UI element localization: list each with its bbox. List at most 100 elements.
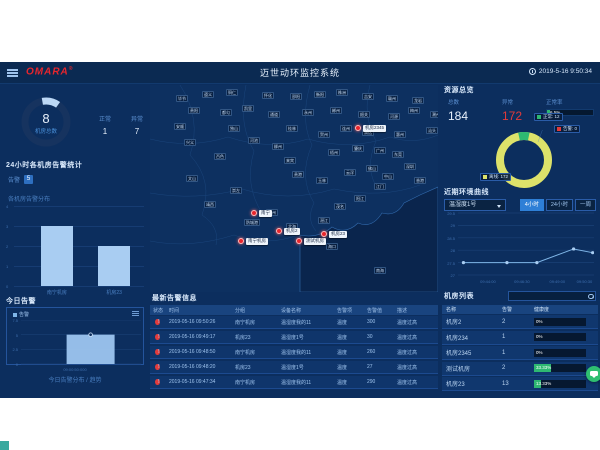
map-marker[interactable]: 测试机房 [296,238,326,245]
map-boundaries [150,85,438,292]
alarm-badge-label: 告警 [8,178,21,184]
bar-series [40,226,73,286]
map-marker[interactable]: 机房2345 [355,125,387,132]
alarm-status-cell: ! [150,318,166,326]
panel-today-title: 今日告警 [6,298,36,305]
room-donut-center: 8 机房总数 [20,96,72,148]
health-bar: 0% [534,333,586,341]
room-list-row[interactable]: 机房2345 1 0% [442,346,598,360]
room-total-value: 8 [42,111,50,126]
map-city-label: 郴州 [330,107,342,114]
room-search-box[interactable] [508,291,596,301]
map-city-label: 中山 [382,173,394,180]
map-marker[interactable]: 南宁机房 [238,238,268,245]
range-button-week[interactable]: 一周 [574,199,596,211]
map-city-label: 兴义 [184,139,196,146]
panel-room-overview: 8 机房总数 正常 1 异常 7 [4,88,146,160]
room-list-row[interactable]: 机房23 13 13.33% [442,377,598,391]
map-city-label: 佛山 [366,165,378,172]
health-text: 0% [536,334,543,339]
map-city-label: 阳江 [354,195,366,202]
alarm-status-icon: ! [155,363,160,370]
map-city-label: 茂名 [334,203,346,210]
rate-text: 6.5% [550,110,560,116]
map-marker[interactable]: 机房2 [276,228,300,235]
health-bar: 13.33% [534,379,586,388]
map-marker[interactable]: 南宁 [251,210,272,217]
room-list-row[interactable]: 机房234 1 0% [442,330,598,345]
panel-latest-alarms: 最新告警信息 状态 时间 分组 设备名称 告警项 告警值 描述 ! 2019-05-16 09… [150,293,438,395]
map-city-label: 连州 [340,125,352,132]
map-city-label: 河源 [388,113,400,120]
segment-swatch [557,127,561,131]
bar-series [98,246,131,286]
chart-toolbox-icon[interactable] [132,311,139,317]
map-city-label: 汕头 [426,127,438,134]
alarm-status-cell: ! [150,333,166,341]
map-city-label: 贵阳 [188,107,200,114]
alarm-cell: 南宁机房 [235,379,256,386]
map-city-label: 贺州 [318,131,330,138]
today-legend: 告警 [13,311,29,318]
resource-title: 资源总览 [444,87,474,94]
dashboard-app: OMARA® 迈世动环监控系统 2019-5-16 9:50:34 8 机房总数… [0,62,600,398]
today-area-plot: 7.5 5 2.5 0 [12,318,141,367]
alarm-table-row: ! 2019-05-16 09:50:26 南宁机房 温湿度我的11 温度 300 温度过高 [150,316,438,329]
map-city-label: 玉林 [316,177,328,184]
health-text: 13.33% [536,380,552,386]
resource-stat-total: 总数 184 [448,98,468,123]
health-text: 0% [536,318,543,324]
bar-ytick: 1 [6,264,9,269]
map-city-label: 遵义 [202,91,214,98]
bar-chart-subtitle: 各机房告警分布 [8,197,51,203]
col-alarm: 告警 [502,307,513,313]
alarm-status-cell: ! [150,363,166,371]
room-list-row[interactable]: 机房2 2 0% [442,315,598,329]
map-city-label: 韶关 [358,111,370,118]
map-city-label: 香港 [414,177,426,184]
bar-gridline [14,266,144,267]
alarm-col-header: 告警值 [367,307,383,314]
alarm-cell: 2019-05-16 09:48:50 [169,349,216,355]
env-xtick: 09:44:00 [480,279,496,284]
panel-env-curve: 近期环境曲线 温湿度1号 4小时 24小时 一周 29.5 29 28.5 28 27.… [442,187,598,289]
room-list-row[interactable]: 测试机房 2 33.33% [442,361,598,376]
taskbar-corner-chip [0,441,9,450]
range-button-24h[interactable]: 24小时 [545,199,573,211]
bar-x-label: 南宁机房 [46,290,67,296]
map-city-label: 赣州 [386,95,398,102]
room-alarm-count: 2 [502,318,506,325]
alarm-status-cell: ! [150,378,166,386]
alarm-cell: 温度过高 [397,334,418,341]
col-health: 健康度 [534,307,550,313]
map-city-label: 安顺 [174,123,186,130]
alarm-cell: 温度过高 [397,379,418,386]
sensor-select[interactable]: 温湿度1号 [444,199,506,211]
search-icon [588,293,594,299]
segment-swatch [537,115,541,119]
map-marker[interactable]: 机房23 [321,231,348,238]
map-city-label: 贵港 [292,171,304,178]
customer-service-float-button[interactable] [586,366,600,382]
env-line-plot: 29.5 29 28.5 28 27.5 27 09:44:00 09:46:30 09:49:… [447,187,595,289]
today-ytick: 2.5 [12,347,18,353]
panel-resource-overview: 资源总览 总数 184 异常 172 正常率 6.5% 正常: [442,85,598,188]
alarm-cell: 300 [367,319,376,325]
bar-chart-plot: 4 3 2 1 0 南宁机房 机房23 [6,204,144,296]
range-button-4h[interactable]: 4小时 [519,199,544,211]
alarm-table-row: ! 2019-05-16 09:48:50 南宁机房 温湿度我的11 温度 260 温度过高 [150,346,438,359]
datetime-display: 2019-5-16 9:50:34 [528,68,592,75]
map-city-label: 文山 [186,175,198,182]
hamburger-menu-icon[interactable] [7,69,18,77]
col-name: 名称 [446,307,457,313]
map-city-label: 永州 [302,109,314,116]
resource-stat-abnormal: 异常 172 [502,98,522,123]
panel-24h-alarm-stats: 24小时各机房告警统计 告警 5 各机房告警分布 4 3 2 1 0 南宁机房 机房23 [4,160,146,296]
segment-text: 告警: 0 [563,126,578,131]
stat-normal: 正常 1 [92,114,118,136]
room-list-header: 名称 告警 健康度 [442,305,598,314]
map-marker-label: 测试机房 [304,238,326,245]
room-name: 机房234 [446,335,469,342]
map-city-label: 毕节 [176,95,188,102]
